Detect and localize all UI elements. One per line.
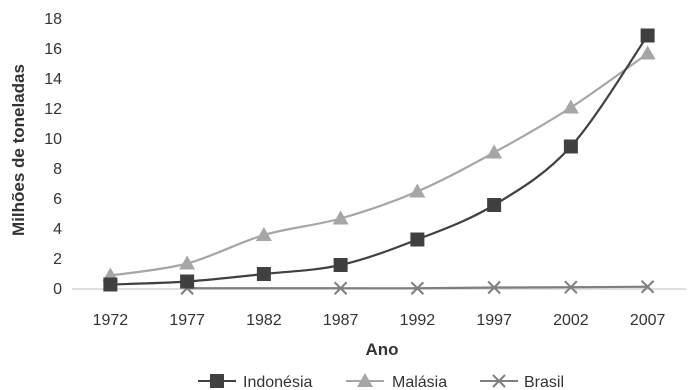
series-line-indonesia	[110, 34, 649, 286]
y-axis-title: Milhões de toneladas	[9, 64, 28, 236]
data-point-malasia	[255, 227, 272, 241]
data-point-indonesia	[333, 258, 348, 272]
x-tick-label: 1972	[93, 312, 129, 329]
data-point-malasia	[179, 255, 196, 270]
series-line-malasia	[110, 52, 649, 277]
x-tick-label: 1997	[476, 312, 512, 329]
series-layer	[102, 28, 656, 295]
data-point-malasia	[409, 183, 426, 198]
y-tick-label: 0	[53, 281, 62, 298]
x-tick-label: 2007	[630, 312, 666, 329]
data-point-malasia	[332, 210, 349, 225]
series-indonesia	[103, 28, 655, 292]
data-point-brasil	[410, 281, 425, 295]
data-point-brasil	[640, 280, 655, 294]
series-malasia	[102, 45, 656, 282]
data-point-malasia	[562, 99, 579, 114]
legend-marker-brasil	[492, 374, 506, 388]
y-tick-label: 6	[53, 191, 62, 208]
legend-item-brasil: Brasil	[480, 374, 564, 390]
data-point-brasil	[333, 281, 348, 295]
data-point-malasia	[486, 144, 503, 159]
legend-marker-indonesia	[210, 374, 224, 388]
legend: Indonésia Malásia Brasil	[198, 373, 564, 390]
data-point-indonesia	[640, 28, 655, 43]
x-tick-label: 2002	[553, 312, 589, 329]
legend-item-indonesia: Indonésia	[198, 374, 312, 390]
y-tick-label: 18	[44, 11, 62, 28]
x-axis-title: Ano	[365, 340, 398, 359]
data-point-indonesia	[410, 232, 425, 247]
y-tick-label: 14	[44, 71, 62, 88]
legend-item-malasia: Malásia	[346, 373, 447, 390]
data-point-indonesia	[103, 277, 118, 292]
x-tick-label: 1987	[323, 312, 359, 329]
data-point-indonesia	[256, 267, 271, 281]
axes: 0 2 4 6 8 10 12 14 16 18 1972 1977 1982 1987 1992 1997 2…	[44, 11, 686, 329]
legend-label: Indonésia	[243, 374, 312, 390]
y-tick-label: 10	[44, 131, 62, 148]
data-point-indonesia	[563, 139, 578, 154]
y-tick-label: 4	[53, 221, 62, 238]
data-point-indonesia	[180, 274, 195, 289]
series-line-brasil	[187, 285, 648, 290]
data-point-malasia	[639, 45, 656, 60]
legend-marker-malasia	[357, 373, 373, 387]
data-point-indonesia	[487, 198, 502, 212]
y-tick-label: 12	[44, 101, 62, 118]
data-point-brasil	[564, 280, 578, 294]
series-brasil	[180, 280, 655, 295]
x-tick-label: 1992	[400, 312, 436, 329]
x-tick-label: 1982	[246, 312, 282, 329]
legend-label: Brasil	[524, 374, 564, 390]
data-point-brasil	[487, 280, 501, 295]
x-tick-label: 1977	[169, 312, 205, 329]
y-tick-label: 2	[53, 251, 62, 268]
y-tick-label: 8	[53, 161, 62, 178]
legend-label: Malásia	[392, 374, 447, 390]
y-tick-label: 16	[44, 41, 62, 58]
